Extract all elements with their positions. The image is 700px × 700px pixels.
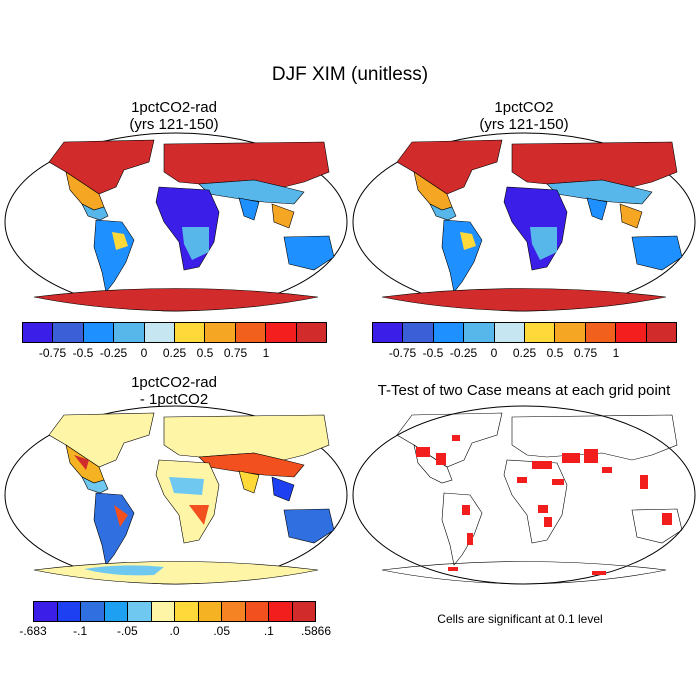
colorbar-swatch <box>175 602 199 621</box>
colorbar-swatch <box>266 323 297 342</box>
panel-title-rad-line2: (yrs 121-150) <box>129 116 219 133</box>
panel-title-ctl-line1: 1pctCO2 <box>494 99 554 116</box>
colorbar-swatch <box>269 602 293 621</box>
colorbar-tick-label: -.683 <box>19 624 47 638</box>
colorbar-tick-label: 0 <box>140 346 148 360</box>
colorbar-tick-label: -0.25 <box>449 346 478 360</box>
colorbar-tick-label: 0.5 <box>546 346 564 360</box>
colorbar-tick-label: .5866 <box>300 624 332 638</box>
panel-title-ctl-line2: (yrs 121-150) <box>479 116 569 133</box>
colorbar-swatch <box>57 602 81 621</box>
significance-note: Cells are significant at 0.1 level <box>437 612 603 626</box>
colorbar-ctl <box>372 322 677 343</box>
map-diff <box>4 405 348 585</box>
colorbar-tick-label: 0.25 <box>162 346 187 360</box>
colorbar-tick-label: -.05 <box>116 624 138 638</box>
colorbar-swatch <box>555 323 586 342</box>
colorbar-swatch <box>53 323 84 342</box>
colorbar-swatch <box>114 323 145 342</box>
colorbar-diff <box>33 601 316 622</box>
colorbar-swatch <box>128 602 152 621</box>
panel-title-ctl: 1pctCO2 (yrs 121-150) <box>374 99 674 133</box>
colorbar-tick-label: 0 <box>490 346 498 360</box>
panel-title-rad: 1pctCO2-rad (yrs 121-150) <box>24 99 324 133</box>
colorbar-swatch <box>433 323 465 342</box>
figure-title: DJF XIM (unitless) <box>271 64 429 85</box>
colorbar-tick-label: 1 <box>612 346 620 360</box>
colorbar-swatch <box>464 323 495 342</box>
colorbar-swatch <box>104 602 128 621</box>
panel-title-diff-line1: 1pctCO2-rad <box>131 374 217 391</box>
colorbar-swatch <box>81 602 105 621</box>
colorbar-rad <box>22 322 327 343</box>
colorbar-swatch <box>235 323 267 342</box>
map-rad <box>4 132 348 312</box>
colorbar-swatch <box>144 323 176 342</box>
colorbar-tick-label: 0.5 <box>196 346 214 360</box>
colorbar-swatch <box>585 323 617 342</box>
colorbar-swatch <box>222 602 246 621</box>
colorbar-swatch <box>23 323 54 342</box>
colorbar-tick-label: -0.5 <box>72 346 94 360</box>
colorbar-swatch <box>403 323 434 342</box>
colorbar-tick-label: 0.75 <box>223 346 248 360</box>
colorbar-swatch <box>83 323 115 342</box>
colorbar-swatch <box>205 323 236 342</box>
panel-title-diff: 1pctCO2-rad - 1pctCO2 <box>24 374 324 408</box>
colorbar-swatch <box>151 602 175 621</box>
colorbar-swatch <box>373 323 404 342</box>
map-ctl <box>352 132 696 312</box>
colorbar-swatch <box>175 323 206 342</box>
map-ttest <box>352 405 696 585</box>
colorbar-tick-label: 0.25 <box>512 346 537 360</box>
colorbar-swatch <box>494 323 526 342</box>
colorbar-tick-label: -0.5 <box>422 346 444 360</box>
colorbar-swatch <box>616 323 647 342</box>
colorbar-swatch <box>525 323 556 342</box>
colorbar-tick-label: .1 <box>263 624 274 638</box>
colorbar-swatch <box>198 602 222 621</box>
colorbar-swatch <box>34 602 58 621</box>
panel-title-rad-line1: 1pctCO2-rad <box>131 99 217 116</box>
colorbar-tick-label: -0.75 <box>388 346 417 360</box>
colorbar-swatch <box>245 602 269 621</box>
panel-title-diff-line2: - 1pctCO2 <box>139 391 209 408</box>
colorbar-tick-label: -0.75 <box>38 346 67 360</box>
colorbar-swatch <box>646 323 677 342</box>
colorbar-tick-label: 1 <box>262 346 270 360</box>
colorbar-tick-label: .05 <box>213 624 230 638</box>
colorbar-tick-label: 0.75 <box>573 346 598 360</box>
colorbar-tick-label: -0.25 <box>99 346 128 360</box>
panel-title-ttest: T-Test of two Case means at each grid po… <box>377 382 671 399</box>
colorbar-tick-label: .0 <box>169 624 180 638</box>
colorbar-swatch <box>292 602 315 621</box>
colorbar-tick-label: -.1 <box>73 624 88 638</box>
colorbar-swatch <box>296 323 327 342</box>
